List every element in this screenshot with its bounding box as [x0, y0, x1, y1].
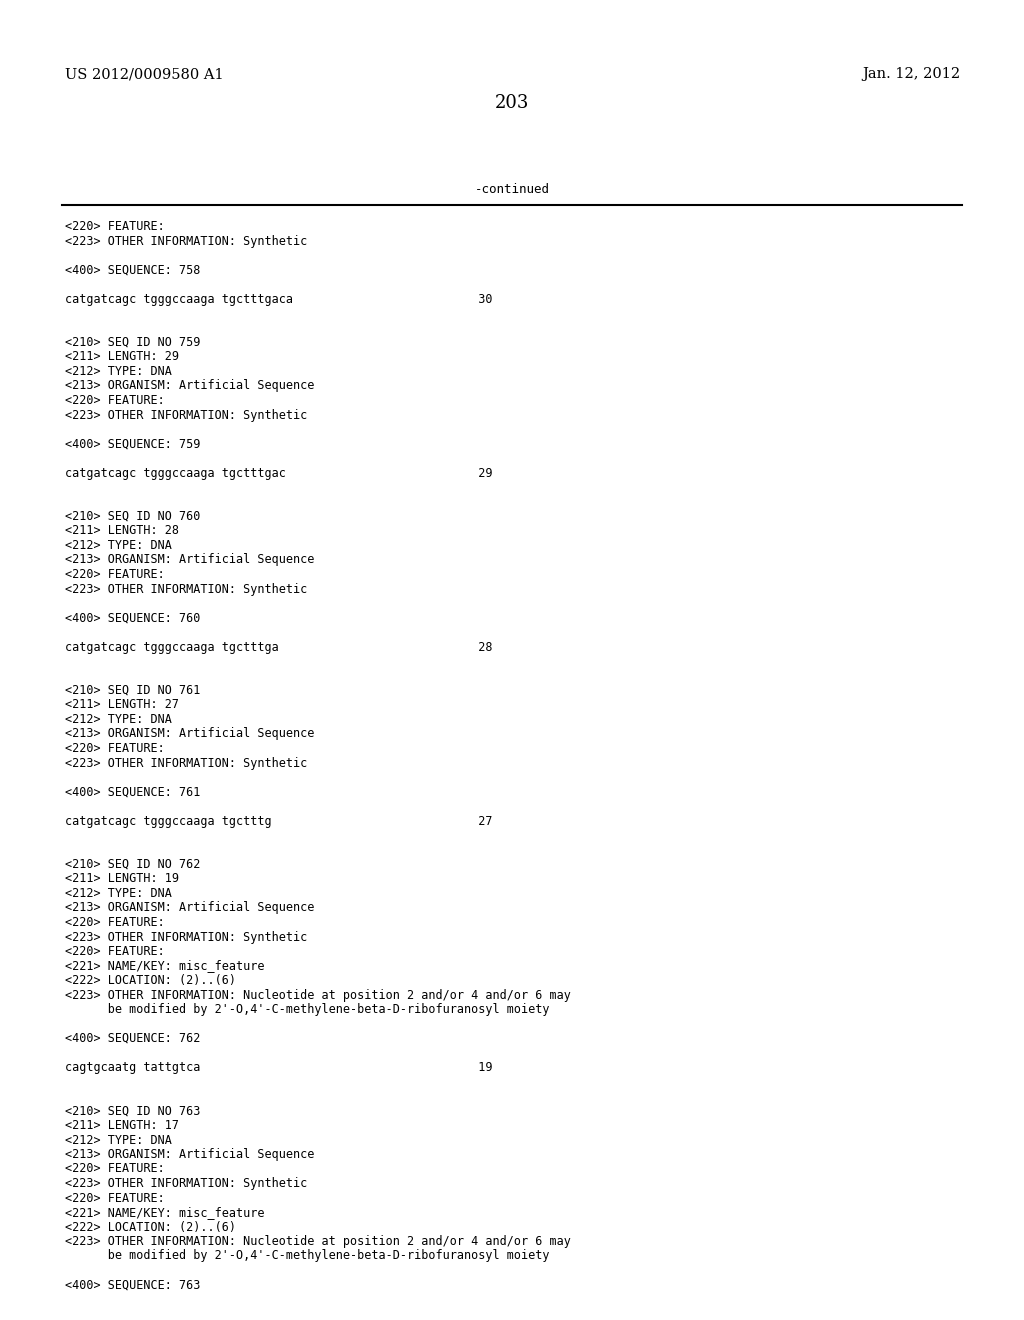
Text: <210> SEQ ID NO 761: <210> SEQ ID NO 761 — [65, 684, 201, 697]
Text: <213> ORGANISM: Artificial Sequence: <213> ORGANISM: Artificial Sequence — [65, 380, 314, 392]
Text: <210> SEQ ID NO 759: <210> SEQ ID NO 759 — [65, 337, 201, 348]
Text: <220> FEATURE:: <220> FEATURE: — [65, 1163, 165, 1176]
Text: <213> ORGANISM: Artificial Sequence: <213> ORGANISM: Artificial Sequence — [65, 902, 314, 915]
Text: <400> SEQUENCE: 758: <400> SEQUENCE: 758 — [65, 264, 201, 276]
Text: <220> FEATURE:: <220> FEATURE: — [65, 945, 165, 958]
Text: be modified by 2'-O,4'-C-methylene-beta-D-ribofuranosyl moiety: be modified by 2'-O,4'-C-methylene-beta-… — [65, 1250, 550, 1262]
Text: <211> LENGTH: 27: <211> LENGTH: 27 — [65, 698, 179, 711]
Text: <223> OTHER INFORMATION: Synthetic: <223> OTHER INFORMATION: Synthetic — [65, 1177, 307, 1191]
Text: <210> SEQ ID NO 763: <210> SEQ ID NO 763 — [65, 1105, 201, 1118]
Text: <400> SEQUENCE: 760: <400> SEQUENCE: 760 — [65, 611, 201, 624]
Text: cagtgcaatg tattgtca                                       19: cagtgcaatg tattgtca 19 — [65, 1061, 493, 1074]
Text: <212> TYPE: DNA: <212> TYPE: DNA — [65, 366, 172, 378]
Text: <223> OTHER INFORMATION: Nucleotide at position 2 and/or 4 and/or 6 may: <223> OTHER INFORMATION: Nucleotide at p… — [65, 989, 570, 1002]
Text: <212> TYPE: DNA: <212> TYPE: DNA — [65, 539, 172, 552]
Text: <212> TYPE: DNA: <212> TYPE: DNA — [65, 1134, 172, 1147]
Text: catgatcagc tgggccaaga tgctttg                             27: catgatcagc tgggccaaga tgctttg 27 — [65, 814, 493, 828]
Text: <220> FEATURE:: <220> FEATURE: — [65, 916, 165, 929]
Text: <222> LOCATION: (2)..(6): <222> LOCATION: (2)..(6) — [65, 1221, 236, 1233]
Text: -continued: -continued — [474, 183, 550, 195]
Text: <220> FEATURE:: <220> FEATURE: — [65, 393, 165, 407]
Text: <213> ORGANISM: Artificial Sequence: <213> ORGANISM: Artificial Sequence — [65, 1148, 314, 1162]
Text: <213> ORGANISM: Artificial Sequence: <213> ORGANISM: Artificial Sequence — [65, 727, 314, 741]
Text: <220> FEATURE:: <220> FEATURE: — [65, 568, 165, 581]
Text: <220> FEATURE:: <220> FEATURE: — [65, 742, 165, 755]
Text: <213> ORGANISM: Artificial Sequence: <213> ORGANISM: Artificial Sequence — [65, 553, 314, 566]
Text: <211> LENGTH: 19: <211> LENGTH: 19 — [65, 873, 179, 886]
Text: <400> SEQUENCE: 763: <400> SEQUENCE: 763 — [65, 1279, 201, 1291]
Text: <223> OTHER INFORMATION: Synthetic: <223> OTHER INFORMATION: Synthetic — [65, 931, 307, 944]
Text: <223> OTHER INFORMATION: Nucleotide at position 2 and/or 4 and/or 6 may: <223> OTHER INFORMATION: Nucleotide at p… — [65, 1236, 570, 1247]
Text: <400> SEQUENCE: 759: <400> SEQUENCE: 759 — [65, 437, 201, 450]
Text: <210> SEQ ID NO 762: <210> SEQ ID NO 762 — [65, 858, 201, 871]
Text: <220> FEATURE:: <220> FEATURE: — [65, 1192, 165, 1204]
Text: <223> OTHER INFORMATION: Synthetic: <223> OTHER INFORMATION: Synthetic — [65, 582, 307, 595]
Text: US 2012/0009580 A1: US 2012/0009580 A1 — [65, 67, 223, 81]
Text: 203: 203 — [495, 94, 529, 112]
Text: Jan. 12, 2012: Jan. 12, 2012 — [862, 67, 961, 81]
Text: <223> OTHER INFORMATION: Synthetic: <223> OTHER INFORMATION: Synthetic — [65, 235, 307, 248]
Text: catgatcagc tgggccaaga tgctttga                            28: catgatcagc tgggccaaga tgctttga 28 — [65, 640, 493, 653]
Text: <220> FEATURE:: <220> FEATURE: — [65, 220, 165, 234]
Text: <223> OTHER INFORMATION: Synthetic: <223> OTHER INFORMATION: Synthetic — [65, 756, 307, 770]
Text: <211> LENGTH: 28: <211> LENGTH: 28 — [65, 524, 179, 537]
Text: <211> LENGTH: 29: <211> LENGTH: 29 — [65, 351, 179, 363]
Text: <212> TYPE: DNA: <212> TYPE: DNA — [65, 713, 172, 726]
Text: catgatcagc tgggccaaga tgctttgaca                          30: catgatcagc tgggccaaga tgctttgaca 30 — [65, 293, 493, 305]
Text: <221> NAME/KEY: misc_feature: <221> NAME/KEY: misc_feature — [65, 1206, 264, 1218]
Text: <211> LENGTH: 17: <211> LENGTH: 17 — [65, 1119, 179, 1133]
Text: <221> NAME/KEY: misc_feature: <221> NAME/KEY: misc_feature — [65, 960, 264, 973]
Text: <212> TYPE: DNA: <212> TYPE: DNA — [65, 887, 172, 900]
Text: be modified by 2'-O,4'-C-methylene-beta-D-ribofuranosyl moiety: be modified by 2'-O,4'-C-methylene-beta-… — [65, 1003, 550, 1016]
Text: <222> LOCATION: (2)..(6): <222> LOCATION: (2)..(6) — [65, 974, 236, 987]
Text: catgatcagc tgggccaaga tgctttgac                           29: catgatcagc tgggccaaga tgctttgac 29 — [65, 466, 493, 479]
Text: <210> SEQ ID NO 760: <210> SEQ ID NO 760 — [65, 510, 201, 523]
Text: <400> SEQUENCE: 761: <400> SEQUENCE: 761 — [65, 785, 201, 799]
Text: <400> SEQUENCE: 762: <400> SEQUENCE: 762 — [65, 1032, 201, 1045]
Text: <223> OTHER INFORMATION: Synthetic: <223> OTHER INFORMATION: Synthetic — [65, 408, 307, 421]
